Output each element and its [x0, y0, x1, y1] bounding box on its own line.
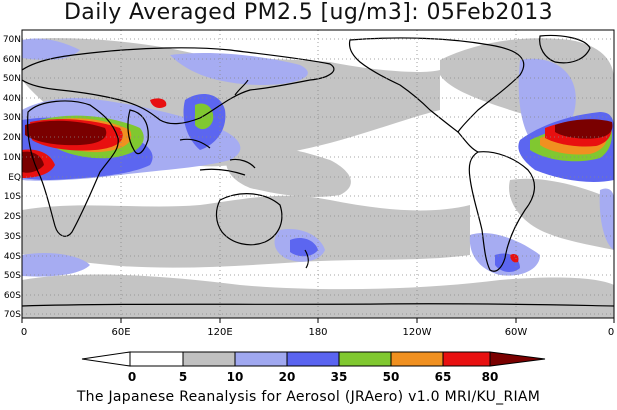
level-80-plus-regions [22, 119, 613, 173]
colorbar [81, 351, 546, 367]
colorbar-swatch [442, 351, 491, 367]
lat-label: EQ [8, 173, 21, 183]
graticule [22, 30, 614, 318]
colorbar-label: 5 [179, 370, 187, 384]
colorbar-right-arrow [489, 351, 546, 367]
lon-label: 120E [207, 327, 232, 338]
colorbar-labels: 0 5 10 20 35 50 65 80 [128, 370, 499, 384]
colorbar-label: 35 [331, 370, 348, 384]
lat-label: 30S [4, 232, 21, 242]
lat-label: 70S [4, 310, 21, 320]
latitude-labels: 70N 60N 50N 40N 30N 20N 10N EQ 10S 20S 3… [3, 35, 21, 320]
tick-marks [21, 318, 615, 323]
lat-label: 40S [4, 252, 21, 262]
lat-label: 70N [3, 35, 21, 45]
lat-label: 20S [4, 212, 21, 222]
lon-label: 0 [608, 327, 614, 338]
colorbar-swatch [234, 351, 288, 367]
colorbar-label: 80 [482, 370, 499, 384]
lon-label: 60E [111, 327, 130, 338]
colorbar-label: 0 [128, 370, 136, 384]
colorbar-swatch [129, 351, 184, 367]
lat-label: 10S [4, 192, 21, 202]
lat-label: 60S [4, 291, 21, 301]
lat-label: 10N [3, 153, 21, 163]
coastlines [22, 34, 614, 307]
credits-footer: The Japanese Reanalysis for Aerosol (JRA… [76, 389, 541, 405]
lon-label: 120W [403, 327, 432, 338]
colorbar-label: 20 [279, 370, 296, 384]
lon-label: 0 [21, 327, 27, 338]
colorbar-left-arrow [81, 351, 131, 367]
colorbar-swatch [390, 351, 444, 367]
colorbar-label: 65 [435, 370, 452, 384]
lat-label: 60N [3, 55, 21, 65]
colorbar-swatch [286, 351, 340, 367]
colorbar-swatch [182, 351, 236, 367]
concentration-field [22, 34, 614, 318]
colorbar-swatch [338, 351, 392, 367]
colorbar-label: 50 [383, 370, 400, 384]
lat-label: 20N [3, 133, 21, 143]
figure-title: Daily Averaged PM2.5 [ug/m3]: 05Feb2013 [63, 0, 554, 25]
lat-label: 40N [3, 94, 21, 104]
lat-label: 50N [3, 74, 21, 84]
lat-label: 50S [4, 271, 21, 281]
colorbar-label: 10 [227, 370, 244, 384]
longitude-labels: 0 60E 120E 180 120W 60W 0 [21, 327, 614, 338]
lon-label: 60W [505, 327, 528, 338]
lat-label: 30N [3, 113, 21, 123]
lon-label: 180 [308, 327, 327, 338]
